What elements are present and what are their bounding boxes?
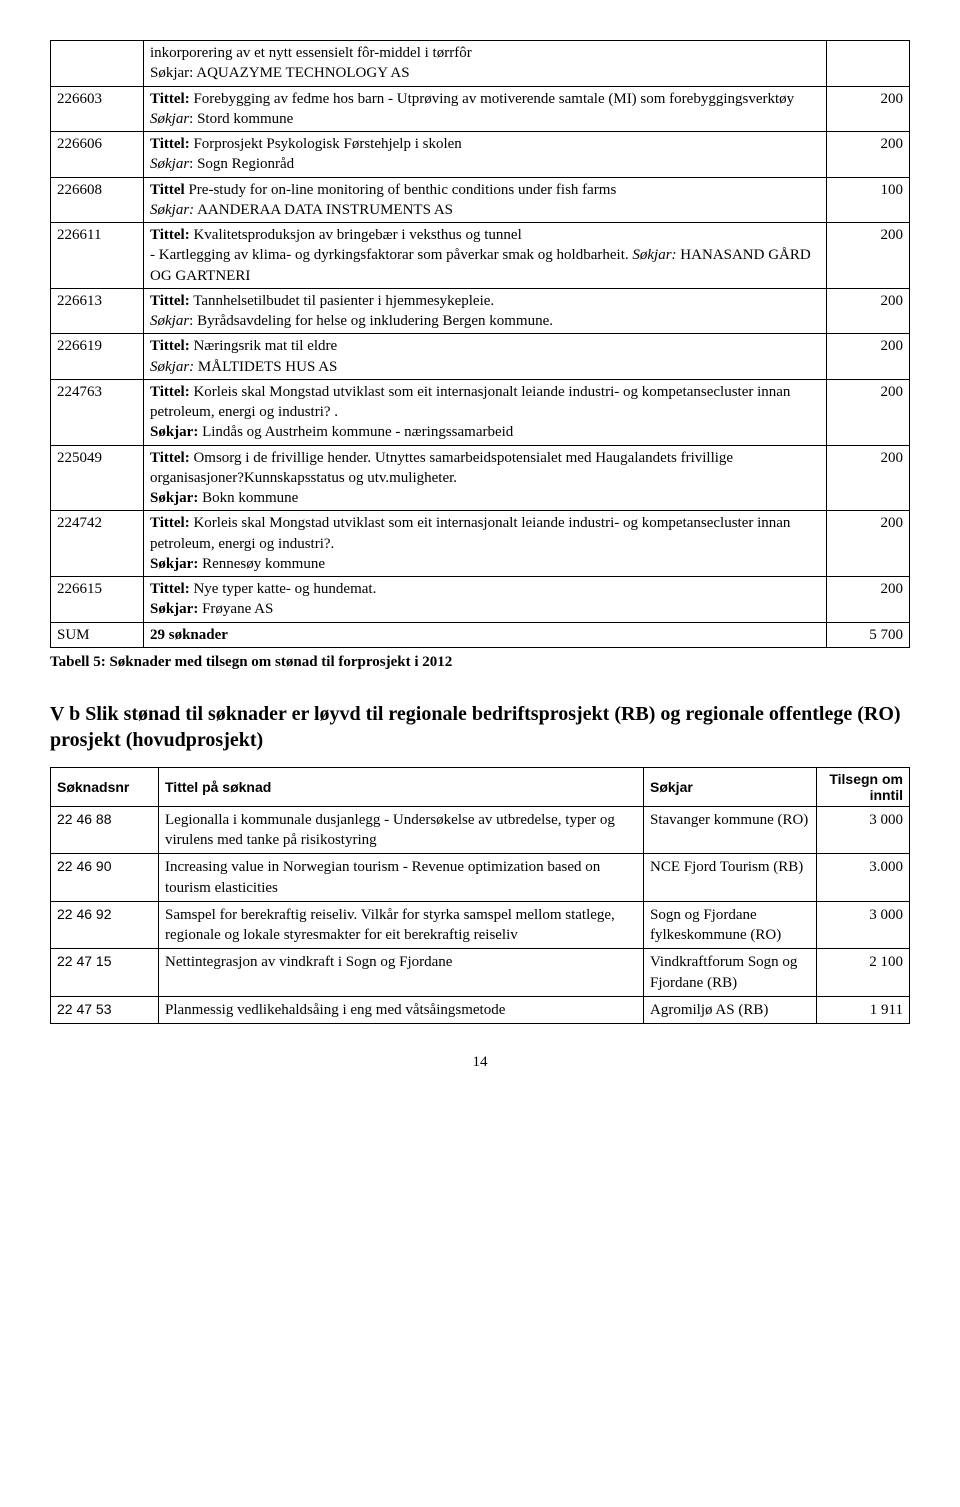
row-applicant: NCE Fjord Tourism (RB) [644, 854, 817, 902]
row-id: 22 46 92 [51, 901, 159, 949]
table-row: 226619Tittel: Næringsrik mat til eldreSø… [51, 334, 910, 380]
row-body: Tittel: Nye typer katte- og hundemat.Søk… [144, 577, 827, 623]
row-id: SUM [51, 622, 144, 647]
row-applicant: Vindkraftforum Sogn og Fjordane (RB) [644, 949, 817, 997]
page-number: 14 [50, 1054, 910, 1071]
row-amount: 200 [827, 334, 910, 380]
row-body: Tittel: Forebygging av fedme hos barn - … [144, 86, 827, 132]
table-row: 226613Tittel: Tannhelsetilbudet til pasi… [51, 288, 910, 334]
row-body: Tittel: Næringsrik mat til eldreSøkjar: … [144, 334, 827, 380]
row-body: Tittel Pre-study for on-line monitoring … [144, 177, 827, 223]
table-row: 226603Tittel: Forebygging av fedme hos b… [51, 86, 910, 132]
row-amount: 3 000 [817, 901, 910, 949]
table-row: 225049Tittel: Omsorg i de frivillige hen… [51, 445, 910, 511]
row-applicant: Agromiljø AS (RB) [644, 996, 817, 1023]
row-body: Tittel: Tannhelsetilbudet til pasienter … [144, 288, 827, 334]
row-body: 29 søknader [144, 622, 827, 647]
row-body: inkorporering av et nytt essensielt fôr-… [144, 41, 827, 87]
row-body: Tittel: Kvalitetsproduksjon av bringebær… [144, 223, 827, 289]
row-id: 226613 [51, 288, 144, 334]
table-row: 22 46 92Samspel for berekraftig reiseliv… [51, 901, 910, 949]
col-soknadsnr: Søknadsnr [51, 767, 159, 806]
row-body: Tittel: Korleis skal Mongstad utviklast … [144, 379, 827, 445]
table1-caption: Tabell 5: Søknader med tilsegn om stønad… [50, 654, 910, 671]
row-amount: 200 [827, 511, 910, 577]
row-id: 22 47 15 [51, 949, 159, 997]
row-id: 224742 [51, 511, 144, 577]
row-id: 226606 [51, 132, 144, 178]
table-row: 224763Tittel: Korleis skal Mongstad utvi… [51, 379, 910, 445]
table2-header-row: Søknadsnr Tittel på søknad Søkjar Tilseg… [51, 767, 910, 806]
row-id [51, 41, 144, 87]
table-row: SUM29 søknader5 700 [51, 622, 910, 647]
row-amount: 200 [827, 223, 910, 289]
row-amount: 3.000 [817, 854, 910, 902]
row-body: Tittel: Omsorg i de frivillige hender. U… [144, 445, 827, 511]
col-sokjar: Søkjar [644, 767, 817, 806]
row-id: 226608 [51, 177, 144, 223]
row-amount: 200 [827, 379, 910, 445]
table-row: inkorporering av et nytt essensielt fôr-… [51, 41, 910, 87]
row-amount: 200 [827, 577, 910, 623]
grants-table-1: inkorporering av et nytt essensielt fôr-… [50, 40, 910, 648]
table-row: 226611Tittel: Kvalitetsproduksjon av bri… [51, 223, 910, 289]
col-tilsegn: Tilsegn om inntil [817, 767, 910, 806]
table-row: 226606Tittel: Forprosjekt Psykologisk Fø… [51, 132, 910, 178]
row-amount: 5 700 [827, 622, 910, 647]
row-amount: 1 911 [817, 996, 910, 1023]
row-amount [827, 41, 910, 87]
row-id: 226615 [51, 577, 144, 623]
row-id: 226603 [51, 86, 144, 132]
row-id: 224763 [51, 379, 144, 445]
table-row: 22 46 88Legionalla i kommunale dusjanleg… [51, 806, 910, 854]
row-body: Tittel: Korleis skal Mongstad utviklast … [144, 511, 827, 577]
row-amount: 200 [827, 445, 910, 511]
row-id: 225049 [51, 445, 144, 511]
row-applicant: Stavanger kommune (RO) [644, 806, 817, 854]
row-title: Planmessig vedlikehaldsåing i eng med vå… [159, 996, 644, 1023]
row-amount: 200 [827, 288, 910, 334]
row-amount: 3 000 [817, 806, 910, 854]
row-id: 22 47 53 [51, 996, 159, 1023]
row-amount: 200 [827, 86, 910, 132]
row-title: Legionalla i kommunale dusjanlegg - Unde… [159, 806, 644, 854]
grants-table-2: Søknadsnr Tittel på søknad Søkjar Tilseg… [50, 767, 910, 1024]
table-row: 22 47 15Nettintegrasjon av vindkraft i S… [51, 949, 910, 997]
table-row: 22 47 53Planmessig vedlikehaldsåing i en… [51, 996, 910, 1023]
row-id: 22 46 90 [51, 854, 159, 902]
section-heading: V b Slik stønad til søknader er løyvd ti… [50, 701, 910, 753]
row-title: Samspel for berekraftig reiseliv. Vilkår… [159, 901, 644, 949]
row-amount: 2 100 [817, 949, 910, 997]
row-title: Increasing value in Norwegian tourism - … [159, 854, 644, 902]
row-body: Tittel: Forprosjekt Psykologisk Førstehj… [144, 132, 827, 178]
row-applicant: Sogn og Fjordane fylkeskommune (RO) [644, 901, 817, 949]
table-row: 224742Tittel: Korleis skal Mongstad utvi… [51, 511, 910, 577]
table-row: 226615Tittel: Nye typer katte- og hundem… [51, 577, 910, 623]
col-tittel: Tittel på søknad [159, 767, 644, 806]
table-row: 226608Tittel Pre-study for on-line monit… [51, 177, 910, 223]
row-amount: 200 [827, 132, 910, 178]
row-title: Nettintegrasjon av vindkraft i Sogn og F… [159, 949, 644, 997]
table-row: 22 46 90Increasing value in Norwegian to… [51, 854, 910, 902]
row-id: 226611 [51, 223, 144, 289]
row-id: 226619 [51, 334, 144, 380]
row-id: 22 46 88 [51, 806, 159, 854]
row-amount: 100 [827, 177, 910, 223]
